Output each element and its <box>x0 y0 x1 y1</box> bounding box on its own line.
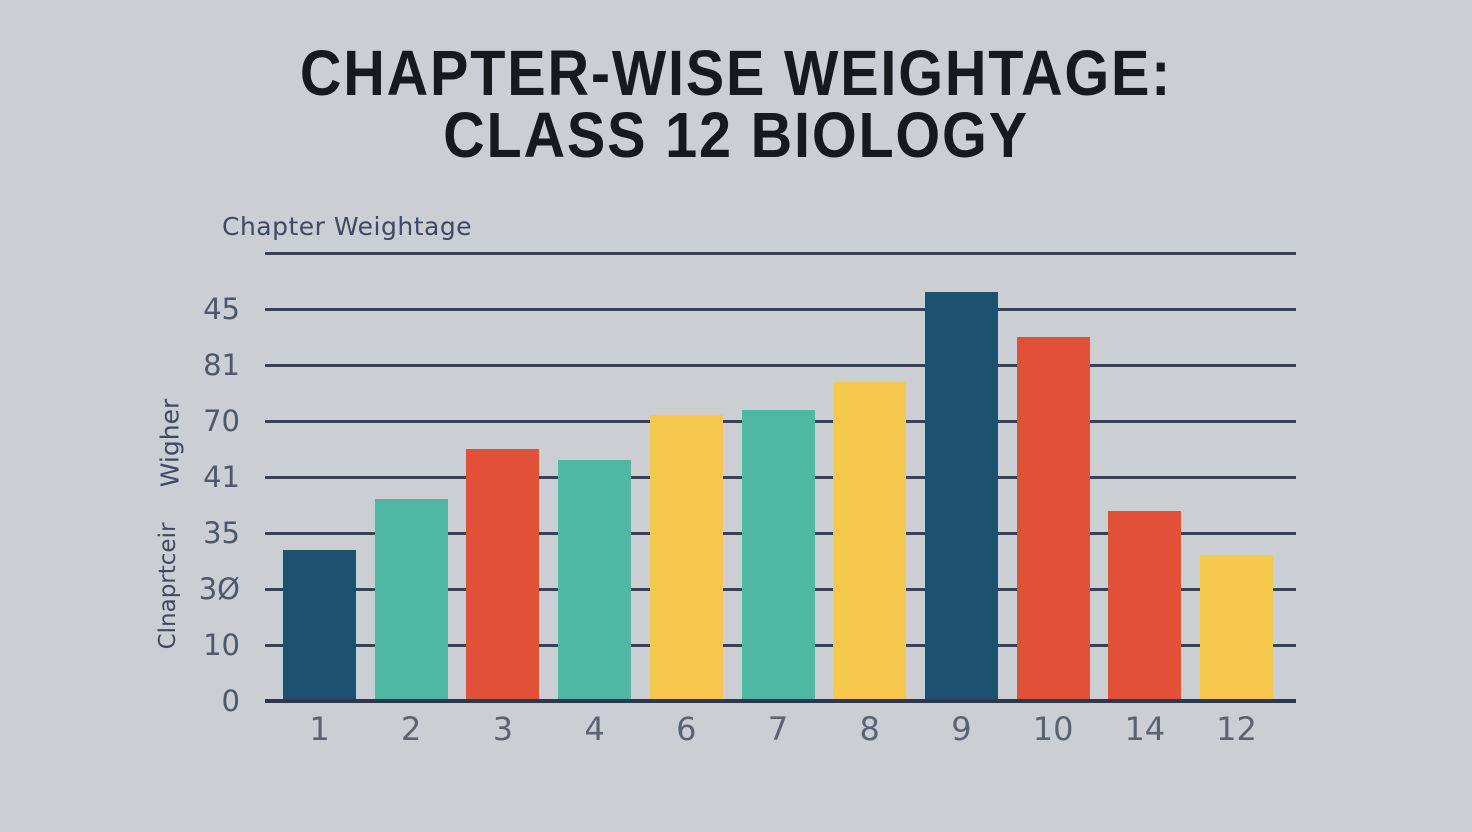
chart-title: CHAPTER-WISE WEIGHTAGE: CLASS 12 BIOLOGY <box>74 37 1399 171</box>
y-tick-label: 3Ø <box>198 572 240 606</box>
y-tick-label: 10 <box>203 628 240 662</box>
bar-chapter-6 <box>649 415 723 701</box>
bar-chapter-8 <box>833 381 907 701</box>
bar-chapter-4 <box>558 460 632 701</box>
x-tick-label: 7 <box>767 710 789 748</box>
x-tick-label: 10 <box>1032 710 1074 748</box>
y-tick-label: 0 <box>221 684 240 718</box>
bar-chapter-14 <box>1108 510 1182 701</box>
bar-chapter-7 <box>741 409 815 701</box>
chart-title-line-1: CHAPTER-WISE WEIGHTAGE: <box>299 37 1173 109</box>
chart-title-line-2: CLASS 12 BIOLOGY <box>443 99 1029 171</box>
bar-chapter-9 <box>924 292 998 701</box>
x-tick-label: 9 <box>951 710 972 748</box>
x-tick-label: 8 <box>859 710 880 748</box>
gridline <box>265 363 1296 367</box>
y-tick-label: 70 <box>203 404 240 438</box>
x-tick-label: 3 <box>492 710 514 748</box>
bar-chapter-12 <box>1200 555 1273 701</box>
y-tick-label: 41 <box>203 460 240 494</box>
axis-title-chapter-weightage: Chapter Weightage <box>222 212 473 241</box>
x-tick-label: 14 <box>1124 710 1166 748</box>
gridline <box>265 307 1296 311</box>
y-tick-label: 35 <box>203 516 240 550</box>
x-tick-label: 6 <box>676 710 697 748</box>
bar-chapter-1 <box>283 549 356 701</box>
x-tick-label: 12 <box>1216 710 1257 748</box>
bar-chapter-3 <box>466 449 540 701</box>
x-axis-baseline <box>265 699 1296 703</box>
x-tick-label: 4 <box>584 710 605 748</box>
x-tick-label: 2 <box>401 710 422 748</box>
y-tick-label: 45 <box>203 292 240 326</box>
bar-chapter-2 <box>374 499 448 701</box>
y-tick-label: 81 <box>203 348 240 382</box>
bar-chapter-10 <box>1016 337 1090 701</box>
plot-area <box>265 251 1296 703</box>
x-tick-label: 1 <box>309 710 330 748</box>
gridline <box>265 251 1296 255</box>
